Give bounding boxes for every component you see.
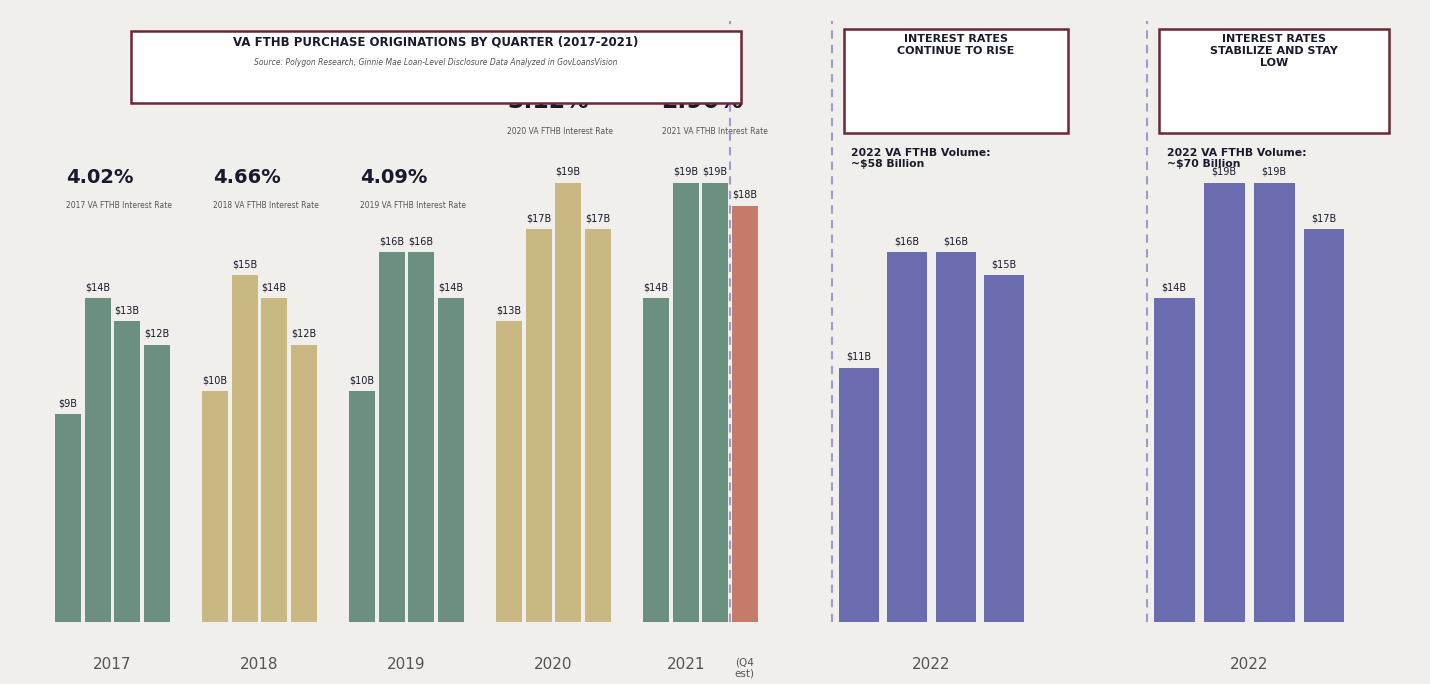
Text: $19B: $19B: [556, 167, 581, 176]
Text: 2019 VA FTHB Interest Rate: 2019 VA FTHB Interest Rate: [360, 201, 466, 210]
Text: $16B: $16B: [409, 236, 433, 246]
Text: $10B: $10B: [203, 375, 227, 385]
Text: Source: Polygon Research, Ginnie Mae Loan-Level Disclosure Data Analyzed in GovL: Source: Polygon Research, Ginnie Mae Loa…: [255, 57, 618, 66]
Bar: [672, 183, 699, 622]
Text: $11B: $11B: [847, 352, 871, 362]
FancyBboxPatch shape: [1160, 29, 1389, 133]
Text: VA FTHB PURCHASE ORIGINATIONS BY QUARTER (2017-2021): VA FTHB PURCHASE ORIGINATIONS BY QUARTER…: [233, 36, 639, 49]
Text: $18B: $18B: [732, 190, 758, 200]
Text: 2018 VA FTHB Interest Rate: 2018 VA FTHB Interest Rate: [213, 201, 319, 210]
Bar: [702, 183, 728, 622]
Bar: [379, 252, 405, 622]
Bar: [202, 391, 227, 622]
Text: 4.66%: 4.66%: [213, 168, 282, 187]
Text: (Q4
est): (Q4 est): [735, 657, 755, 679]
Text: 2.90%: 2.90%: [662, 89, 744, 113]
Text: $12B: $12B: [144, 329, 169, 339]
Text: 2022 VA FTHB Volume:
~$70 Billion: 2022 VA FTHB Volume: ~$70 Billion: [1167, 148, 1307, 170]
Text: 2018: 2018: [240, 657, 279, 672]
Text: $15B: $15B: [992, 259, 1017, 269]
Text: $14B: $14B: [262, 282, 287, 293]
Bar: [1204, 183, 1244, 622]
FancyBboxPatch shape: [132, 31, 741, 103]
Text: $14B: $14B: [1161, 282, 1187, 293]
Text: $14B: $14B: [84, 282, 110, 293]
Text: $17B: $17B: [1311, 213, 1337, 223]
Bar: [984, 275, 1024, 622]
Bar: [644, 298, 669, 622]
Text: $17B: $17B: [585, 213, 611, 223]
Text: 2022 VA FTHB Volume:
~$58 Billion: 2022 VA FTHB Volume: ~$58 Billion: [851, 148, 991, 170]
Text: $19B: $19B: [702, 167, 728, 176]
Text: 4.02%: 4.02%: [66, 168, 134, 187]
Bar: [732, 206, 758, 622]
Bar: [839, 368, 878, 622]
Bar: [349, 391, 375, 622]
Bar: [290, 345, 316, 622]
Bar: [114, 321, 140, 622]
Text: $15B: $15B: [232, 259, 257, 269]
Bar: [526, 229, 552, 622]
Text: $16B: $16B: [379, 236, 405, 246]
Bar: [56, 414, 82, 622]
Text: $17B: $17B: [526, 213, 552, 223]
Text: 2021 VA FTHB Interest Rate: 2021 VA FTHB Interest Rate: [662, 127, 768, 136]
Bar: [888, 252, 927, 622]
Bar: [144, 345, 170, 622]
Bar: [262, 298, 287, 622]
Text: 2022: 2022: [912, 657, 951, 672]
Bar: [1304, 229, 1344, 622]
Text: $13B: $13B: [496, 306, 522, 316]
Text: $9B: $9B: [59, 398, 77, 408]
Text: 2020: 2020: [535, 657, 572, 672]
Text: INTEREST RATES
STABILIZE AND STAY
LOW: INTEREST RATES STABILIZE AND STAY LOW: [1210, 34, 1338, 68]
Text: $19B: $19B: [1211, 167, 1237, 176]
Text: 4.09%: 4.09%: [360, 168, 428, 187]
Text: $14B: $14B: [644, 282, 669, 293]
Text: INTEREST RATES
CONTINUE TO RISE: INTEREST RATES CONTINUE TO RISE: [897, 34, 1014, 56]
Text: 2022: 2022: [1230, 657, 1268, 672]
Text: 2017: 2017: [93, 657, 132, 672]
Text: $10B: $10B: [349, 375, 375, 385]
Bar: [408, 252, 435, 622]
Text: 2020 VA FTHB Interest Rate: 2020 VA FTHB Interest Rate: [508, 127, 613, 136]
Text: $14B: $14B: [438, 282, 463, 293]
Text: $19B: $19B: [674, 167, 698, 176]
Bar: [496, 321, 522, 622]
Bar: [555, 183, 581, 622]
Text: $16B: $16B: [895, 236, 919, 246]
Text: $19B: $19B: [1261, 167, 1287, 176]
Text: $16B: $16B: [944, 236, 968, 246]
Bar: [232, 275, 257, 622]
Bar: [1254, 183, 1294, 622]
Text: 3.12%: 3.12%: [508, 89, 589, 113]
FancyBboxPatch shape: [844, 29, 1068, 133]
Bar: [84, 298, 110, 622]
Text: $13B: $13B: [114, 306, 140, 316]
Bar: [1154, 298, 1194, 622]
Bar: [438, 298, 463, 622]
Text: 2019: 2019: [388, 657, 426, 672]
Text: 2017 VA FTHB Interest Rate: 2017 VA FTHB Interest Rate: [66, 201, 172, 210]
Bar: [585, 229, 611, 622]
Text: $12B: $12B: [292, 329, 316, 339]
Text: 2021: 2021: [666, 657, 705, 672]
Bar: [935, 252, 975, 622]
